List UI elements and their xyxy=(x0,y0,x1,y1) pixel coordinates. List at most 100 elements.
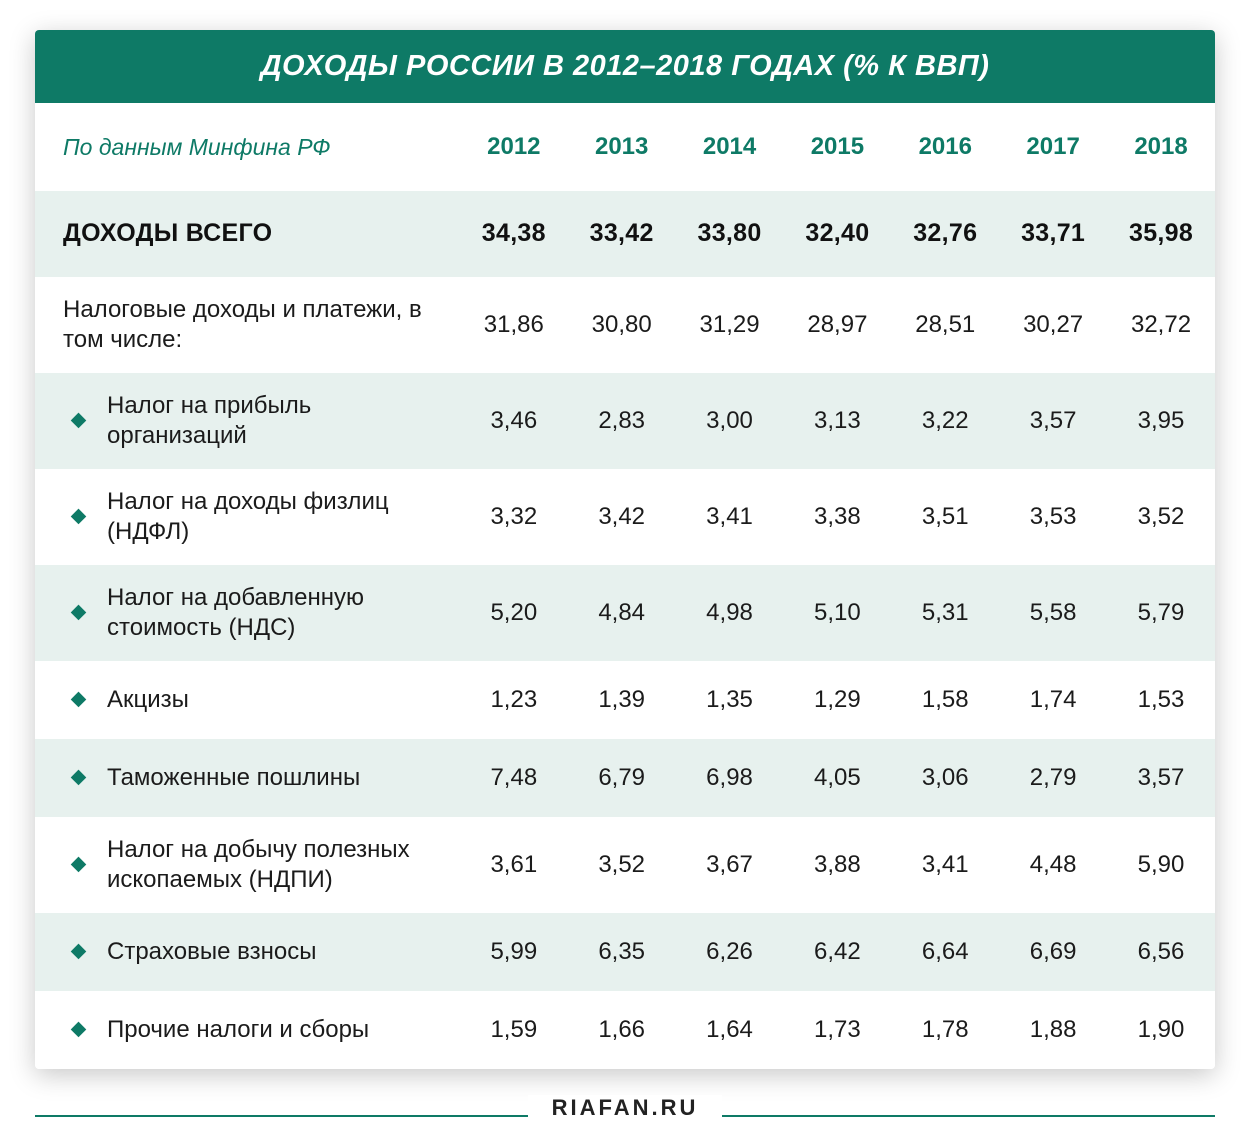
footer-rule-left-icon xyxy=(35,1115,554,1117)
table-cell: 6,42 xyxy=(783,913,891,991)
table-cell: 3,52 xyxy=(568,817,676,913)
table-subtitle: По данным Минфина РФ xyxy=(35,103,460,191)
table-cell: 3,42 xyxy=(568,469,676,565)
table-row: Налог на добычу полезных ископаемых (НДП… xyxy=(35,817,1215,913)
table-cell: 4,48 xyxy=(999,817,1107,913)
table-cell: 28,51 xyxy=(891,277,999,373)
table-cell: 6,69 xyxy=(999,913,1107,991)
row-label-sub: Страховые взносы xyxy=(35,913,460,991)
footer-site: RIAFAN.RU xyxy=(528,1095,723,1121)
table-cell: 3,57 xyxy=(1107,739,1215,817)
table-row: Налог на прибыль организаций3,462,833,00… xyxy=(35,373,1215,469)
table-cell: 31,29 xyxy=(676,277,784,373)
table-cell: 1,88 xyxy=(999,991,1107,1069)
table-cell: 1,73 xyxy=(783,991,891,1069)
table-cell: 4,05 xyxy=(783,739,891,817)
table-cell: 3,22 xyxy=(891,373,999,469)
revenue-table: По данным Минфина РФ 2012 2013 2014 2015… xyxy=(35,103,1215,1069)
table-cell: 1,90 xyxy=(1107,991,1215,1069)
table-cell: 3,88 xyxy=(783,817,891,913)
total-cell: 33,80 xyxy=(676,191,784,277)
table-cell: 5,79 xyxy=(1107,565,1215,661)
table-cell: 1,78 xyxy=(891,991,999,1069)
total-cell: 32,76 xyxy=(891,191,999,277)
row-label-sub: Налог на прибыль организаций xyxy=(35,373,460,469)
table-cell: 3,32 xyxy=(460,469,568,565)
total-cell: 34,38 xyxy=(460,191,568,277)
table-cell: 4,98 xyxy=(676,565,784,661)
table-cell: 7,48 xyxy=(460,739,568,817)
table-body: ДОХОДЫ ВСЕГО34,3833,4233,8032,4032,7633,… xyxy=(35,191,1215,1069)
table-cell: 1,58 xyxy=(891,661,999,739)
year-header: 2014 xyxy=(676,103,784,191)
table-cell: 5,31 xyxy=(891,565,999,661)
table-cell: 30,27 xyxy=(999,277,1107,373)
table-cell: 4,84 xyxy=(568,565,676,661)
table-cell: 5,20 xyxy=(460,565,568,661)
table-cell: 5,10 xyxy=(783,565,891,661)
row-label-sub: Налог на добычу полезных ископаемых (НДП… xyxy=(35,817,460,913)
table-cell: 6,64 xyxy=(891,913,999,991)
table-row: Таможенные пошлины7,486,796,984,053,062,… xyxy=(35,739,1215,817)
table-cell: 1,23 xyxy=(460,661,568,739)
row-label-sub: Прочие налоги и сборы xyxy=(35,991,460,1069)
table-header-row: По данным Минфина РФ 2012 2013 2014 2015… xyxy=(35,103,1215,191)
table-row: Налог на добавленную стоимость (НДС)5,20… xyxy=(35,565,1215,661)
table-title: ДОХОДЫ РОССИИ В 2012–2018 ГОДАХ (% К ВВП… xyxy=(35,30,1215,103)
table-cell: 32,72 xyxy=(1107,277,1215,373)
table-cell: 5,99 xyxy=(460,913,568,991)
table-cell: 2,79 xyxy=(999,739,1107,817)
table-row: Акцизы1,231,391,351,291,581,741,53 xyxy=(35,661,1215,739)
table-row: Налог на доходы физлиц (НДФЛ)3,323,423,4… xyxy=(35,469,1215,565)
table-cell: 6,79 xyxy=(568,739,676,817)
row-label-sub: Налог на доходы физлиц (НДФЛ) xyxy=(35,469,460,565)
table-cell: 3,06 xyxy=(891,739,999,817)
table-cell: 1,74 xyxy=(999,661,1107,739)
table-cell: 3,51 xyxy=(891,469,999,565)
year-header: 2017 xyxy=(999,103,1107,191)
table-total-row: ДОХОДЫ ВСЕГО34,3833,4233,8032,4032,7633,… xyxy=(35,191,1215,277)
table-cell: 3,95 xyxy=(1107,373,1215,469)
table-row: Прочие налоги и сборы1,591,661,641,731,7… xyxy=(35,991,1215,1069)
row-label-sub: Таможенные пошлины xyxy=(35,739,460,817)
total-cell: 33,71 xyxy=(999,191,1107,277)
table-cell: 6,98 xyxy=(676,739,784,817)
total-cell: 35,98 xyxy=(1107,191,1215,277)
table-cell: 3,46 xyxy=(460,373,568,469)
year-header: 2018 xyxy=(1107,103,1215,191)
table-cell: 3,67 xyxy=(676,817,784,913)
table-cell: 31,86 xyxy=(460,277,568,373)
table-cell: 3,57 xyxy=(999,373,1107,469)
table-card: ДОХОДЫ РОССИИ В 2012–2018 ГОДАХ (% К ВВП… xyxy=(35,30,1215,1069)
table-row: Налоговые доходы и платежи, в том числе:… xyxy=(35,277,1215,373)
table-cell: 3,00 xyxy=(676,373,784,469)
total-cell: 32,40 xyxy=(783,191,891,277)
table-cell: 3,13 xyxy=(783,373,891,469)
row-label-sub: Акцизы xyxy=(35,661,460,739)
table-cell: 1,35 xyxy=(676,661,784,739)
table-cell: 1,39 xyxy=(568,661,676,739)
table-cell: 1,59 xyxy=(460,991,568,1069)
table-cell: 6,56 xyxy=(1107,913,1215,991)
table-cell: 2,83 xyxy=(568,373,676,469)
footer-rule-right-icon xyxy=(696,1115,1215,1117)
row-label: Налоговые доходы и платежи, в том числе: xyxy=(35,277,460,373)
year-header: 2016 xyxy=(891,103,999,191)
total-label: ДОХОДЫ ВСЕГО xyxy=(35,191,460,277)
table-cell: 3,41 xyxy=(891,817,999,913)
table-cell: 3,41 xyxy=(676,469,784,565)
table-cell: 5,90 xyxy=(1107,817,1215,913)
table-cell: 3,61 xyxy=(460,817,568,913)
year-header: 2015 xyxy=(783,103,891,191)
table-cell: 6,35 xyxy=(568,913,676,991)
row-label-sub: Налог на добавленную стоимость (НДС) xyxy=(35,565,460,661)
table-cell: 3,38 xyxy=(783,469,891,565)
table-cell: 28,97 xyxy=(783,277,891,373)
table-cell: 1,66 xyxy=(568,991,676,1069)
table-cell: 1,29 xyxy=(783,661,891,739)
year-header: 2012 xyxy=(460,103,568,191)
table-row: Страховые взносы5,996,356,266,426,646,69… xyxy=(35,913,1215,991)
table-cell: 1,64 xyxy=(676,991,784,1069)
total-cell: 33,42 xyxy=(568,191,676,277)
table-cell: 5,58 xyxy=(999,565,1107,661)
